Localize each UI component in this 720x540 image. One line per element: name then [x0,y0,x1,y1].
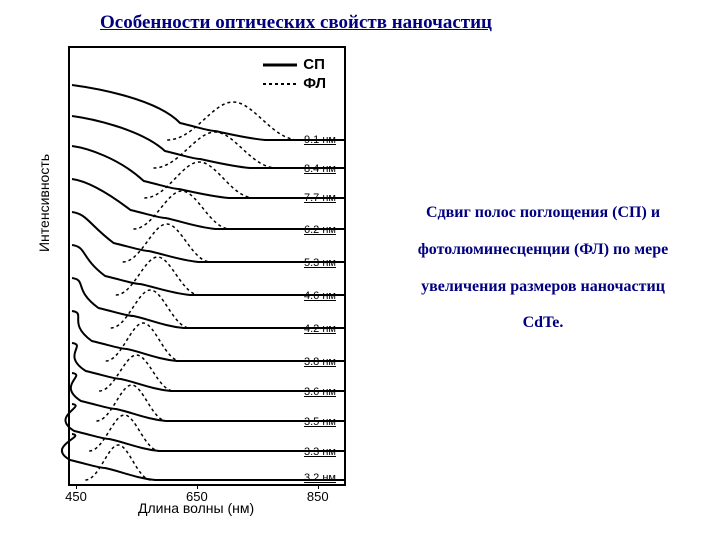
desc-line-4: CdTe. [383,305,703,342]
x-tick-label: 450 [65,489,87,504]
trace-size-label: 6.2 нм [304,224,336,236]
trace-size-label: 9.1 нм [304,134,336,146]
trace-size-label: 8.4 нм [304,163,336,175]
x-tick-label: 650 [186,489,208,504]
page-title: Особенности оптических свойств наночасти… [100,12,492,34]
trace-size-label: 3.8 нм [304,356,336,368]
description-text: Сдвиг полос поглощения (СП) и фотолюмине… [383,195,703,342]
x-tick-mark [76,484,77,489]
trace-size-label: 3.6 нм [304,386,336,398]
trace-size-label: 5.3 нм [304,257,336,269]
trace-size-label: 3.3 нм [304,446,336,458]
trace-size-label: 3.5 нм [304,416,336,428]
trace-size-label: 4.2 нм [304,323,336,335]
x-tick-label: 850 [307,489,329,504]
x-tick-mark [197,484,198,489]
spectra-traces [70,48,344,484]
y-axis-label: Интенсивность [36,154,52,252]
desc-line-2: фотолюминесценции (ФЛ) по мере [383,232,703,269]
plot-area: СП ФЛ 450650850 9.1 нм8.4 нм7.7 нм6.2 нм… [68,46,346,486]
desc-line-3: увеличения размеров наночастиц [383,269,703,306]
trace-size-label: 4.6 нм [304,290,336,302]
desc-line-1: Сдвиг полос поглощения (СП) и [383,195,703,232]
trace-size-label: 3.2 нм [304,472,336,484]
spectra-chart: Интенсивность Длина волны (нм) СП ФЛ 450… [38,42,360,512]
x-tick-mark [318,484,319,489]
trace-size-label: 7.7 нм [304,192,336,204]
